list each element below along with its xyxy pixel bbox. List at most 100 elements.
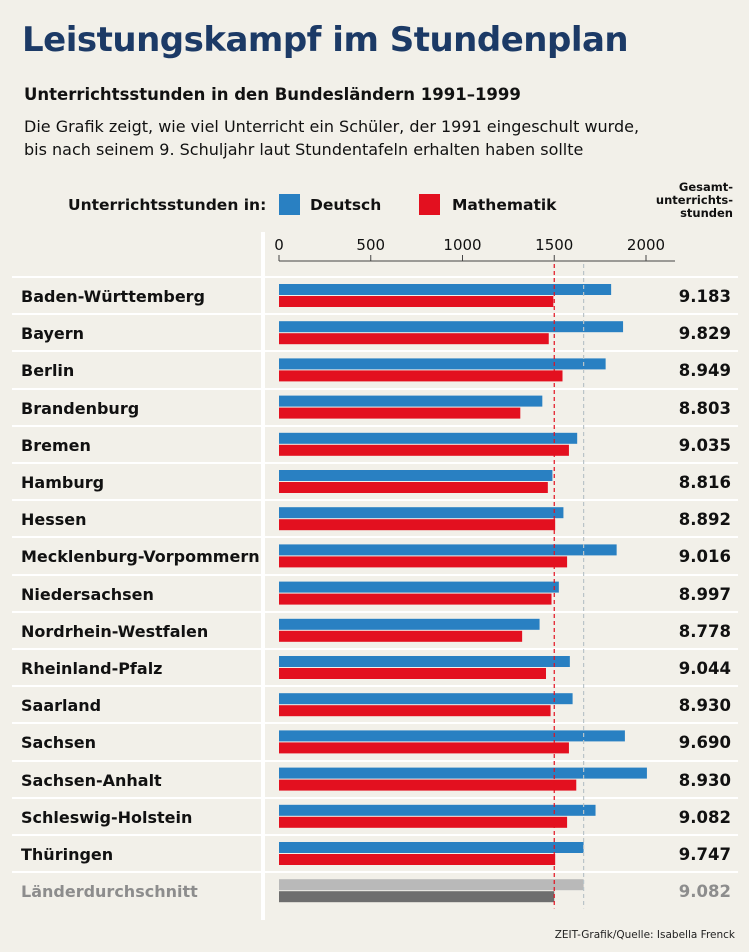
- chart-description: Die Grafik zeigt, wie viel Unterricht ei…: [24, 115, 724, 161]
- row-separator: [12, 796, 738, 799]
- category-label: Niedersachsen: [21, 584, 154, 604]
- description-line: bis nach seinem 9. Schuljahr laut Stunde…: [24, 140, 584, 159]
- total-hours-value: 8.892: [678, 510, 731, 530]
- total-hours-value: 9.044: [678, 659, 731, 678]
- category-label: Schleswig-Holstein: [21, 807, 193, 827]
- legend-label-deutsch: Deutsch: [310, 196, 382, 214]
- axis-divider: [261, 232, 265, 920]
- bar-deutsch: [279, 544, 617, 556]
- bar-mathematik: [279, 854, 556, 865]
- total-header-line: unterrichts-: [655, 193, 733, 207]
- category-label: Saarland: [21, 696, 102, 716]
- bar-deutsch: [279, 358, 606, 370]
- total-hours-value: 8.816: [678, 473, 731, 492]
- row-separator: [12, 610, 738, 613]
- total-header-line: Gesamt-: [678, 180, 733, 194]
- x-tick-label: 500: [356, 236, 385, 254]
- row-separator: [12, 313, 738, 316]
- row-separator: [12, 722, 738, 725]
- row-separator: [12, 424, 738, 427]
- total-hours-value: 9.747: [678, 845, 731, 864]
- total-hours-value: 8.778: [678, 621, 731, 641]
- total-hours-value: 9.082: [678, 882, 731, 902]
- bar-deutsch: [279, 507, 564, 519]
- bar-deutsch: [279, 618, 540, 630]
- bar-mathematik: [279, 891, 555, 903]
- bar-mathematik: [279, 333, 549, 345]
- category-label: Länderdurchschnitt: [21, 882, 198, 902]
- bar-mathematik: [279, 296, 554, 307]
- bar-mathematik: [279, 444, 569, 456]
- total-header-line: stunden: [680, 206, 733, 220]
- bar-deutsch: [279, 842, 584, 853]
- bar-deutsch: [279, 656, 570, 667]
- bar-mathematik: [279, 407, 521, 419]
- row-separator: [12, 834, 738, 836]
- bar-deutsch: [279, 581, 559, 593]
- bar-deutsch: [279, 879, 584, 891]
- total-hours-value: 9.829: [678, 324, 731, 344]
- bar-deutsch: [279, 432, 578, 444]
- total-hours-value: 8.930: [678, 696, 731, 716]
- bar-deutsch: [279, 693, 573, 705]
- bar-mathematik: [279, 593, 552, 605]
- bar-mathematik: [279, 742, 569, 754]
- total-hours-value: 8.803: [678, 398, 731, 418]
- category-label: Sachsen-Anhalt: [21, 770, 162, 790]
- bar-deutsch: [279, 395, 543, 407]
- total-hours-value: 9.016: [678, 547, 731, 567]
- row-separator: [12, 648, 738, 650]
- row-separator: [12, 350, 738, 353]
- source-note: ZEIT-Grafik/Quelle: Isabella Frenck: [554, 929, 735, 941]
- bar-mathematik: [279, 705, 551, 717]
- row-separator: [12, 685, 738, 688]
- legend-swatch-deutsch: [279, 194, 300, 215]
- row-separator: [12, 573, 738, 576]
- category-label: Sachsen: [21, 733, 96, 753]
- category-label: Bremen: [21, 435, 91, 455]
- bar-mathematik: [279, 816, 568, 828]
- bar-deutsch: [279, 470, 553, 481]
- category-label: Nordrhein-Westfalen: [21, 621, 209, 641]
- row-separator: [12, 759, 738, 762]
- bar-deutsch: [279, 321, 624, 333]
- x-tick-label: 2000: [627, 236, 665, 254]
- total-hours-value: 9.035: [678, 435, 731, 455]
- bar-mathematik: [279, 482, 548, 493]
- bar-mathematik: [279, 779, 577, 791]
- bar-deutsch: [279, 767, 647, 779]
- legend-swatch-mathematik: [419, 194, 440, 215]
- row-separator: [12, 276, 738, 278]
- legend-prefix: Unterrichtsstunden in:: [68, 196, 267, 214]
- category-label: Rheinland-Pfalz: [21, 659, 163, 678]
- row-separator: [12, 499, 738, 502]
- total-column-header: Gesamt- unterrichts- stunden: [633, 181, 733, 220]
- row-separator: [12, 387, 738, 390]
- x-tick-label: 1500: [535, 236, 573, 254]
- total-hours-value: 9.690: [678, 733, 731, 753]
- legend-label-mathematik: Mathematik: [452, 196, 557, 214]
- row-separator: [12, 462, 738, 464]
- total-hours-value: 8.930: [678, 770, 731, 790]
- bar-deutsch: [279, 284, 612, 295]
- category-label: Bayern: [21, 324, 85, 344]
- bar-mathematik: [279, 668, 546, 679]
- bar-mathematik: [279, 630, 523, 642]
- description-line: Die Grafik zeigt, wie viel Unterricht ei…: [24, 117, 640, 136]
- bar-mathematik: [279, 556, 568, 568]
- row-separator: [12, 536, 738, 539]
- total-hours-value: 9.183: [678, 287, 731, 306]
- category-label: Mecklenburg-Vorpommern: [21, 547, 260, 567]
- chart-title: Leistungskampf im Stundenplan: [22, 20, 629, 60]
- chart-subtitle: Unterrichtsstunden in den Bundesländern …: [24, 85, 521, 104]
- category-label: Hessen: [21, 510, 87, 530]
- category-label: Baden-Württemberg: [21, 287, 206, 306]
- category-label: Brandenburg: [21, 398, 140, 418]
- total-hours-value: 8.949: [678, 361, 731, 381]
- bar-deutsch: [279, 730, 625, 742]
- category-label: Thüringen: [21, 845, 114, 864]
- x-tick-label: 0: [274, 236, 284, 254]
- total-hours-value: 9.082: [678, 807, 731, 827]
- bar-deutsch: [279, 804, 596, 816]
